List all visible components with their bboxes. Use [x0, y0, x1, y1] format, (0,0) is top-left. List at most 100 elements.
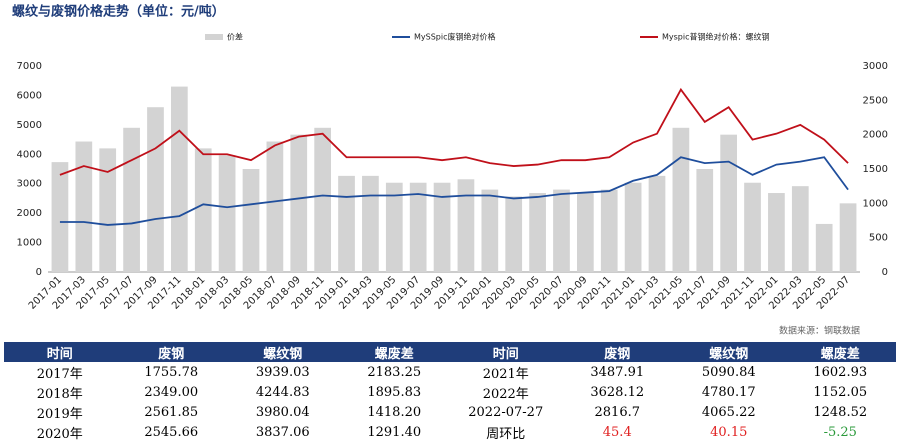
- table-cell: 4780.17: [701, 384, 756, 400]
- bar: [433, 182, 451, 272]
- bar: [457, 179, 475, 272]
- legend-swatch: [205, 34, 223, 40]
- table-cell: 周环比: [486, 426, 526, 442]
- bar: [696, 169, 714, 272]
- bar: [362, 175, 379, 272]
- table-cell: 1895.83: [367, 384, 422, 400]
- table-cell: 4065.22: [701, 404, 756, 420]
- table-cell: 3628.12: [590, 384, 645, 400]
- table-row: 时间 废钢 螺纹钢 螺废差 时间 废钢 螺纹钢 螺废差: [4, 342, 896, 362]
- table-cell: 3837.06: [255, 424, 310, 440]
- bar: [529, 193, 546, 272]
- bar: [505, 196, 523, 272]
- table-cell: 5090.84: [701, 364, 756, 380]
- table-cell: 螺纹钢: [673, 342, 785, 362]
- bar: [791, 186, 809, 272]
- table-cell: 2022年: [482, 386, 529, 402]
- bar: [194, 148, 212, 272]
- bar: [744, 182, 761, 272]
- table-row: 2019年 2561.85 3980.04 1418.20 2022-07-27 2816…: [4, 402, 896, 422]
- source: 数据来源：钢联数据: [779, 325, 860, 337]
- legend-label: MySSpic废钢绝对价格: [414, 32, 496, 42]
- bar: [123, 127, 140, 272]
- table-cell: 1248.52: [813, 404, 868, 420]
- bar: [170, 86, 188, 272]
- table-cell: 4244.83: [255, 384, 310, 400]
- table-cell: 2022-07-27: [468, 404, 544, 420]
- table-cell: 45.4: [602, 424, 632, 440]
- table-cell: 1755.78: [144, 364, 199, 380]
- chart: 螺纹与废钢价格走势（单位：元/吨） 数据来源：钢联数据 0 1000 2000 300…: [12, 4, 888, 337]
- bar: [266, 141, 284, 272]
- table-cell: 1602.93: [813, 364, 868, 380]
- table-cell: 2183.25: [367, 364, 422, 380]
- bar: [409, 182, 427, 272]
- bar: [51, 162, 69, 272]
- table-cell: 废钢: [115, 342, 227, 362]
- y2-tick-label: 2000: [863, 130, 888, 141]
- bar: [815, 223, 833, 272]
- line: [59, 87, 849, 176]
- bar: [242, 169, 260, 272]
- table-row: 2018年 2349.00 4244.83 1895.83 2022年 3628.12 47…: [4, 382, 896, 402]
- line: [59, 156, 849, 226]
- table-cell: 3980.04: [255, 404, 310, 420]
- bar: [576, 193, 594, 272]
- table-cell: 2816.7: [594, 404, 641, 420]
- table: 时间 废钢 螺纹钢 螺废差 时间 废钢 螺纹钢 螺废差 2017年 1755.78 3939.03 2…: [4, 342, 896, 442]
- y-tick-label: 0: [36, 267, 42, 278]
- bar: [385, 182, 403, 272]
- y2-tick-label: 1500: [863, 164, 888, 175]
- y2-tick-label: 2500: [863, 95, 888, 106]
- y2-tick-label: 500: [869, 233, 888, 244]
- table-cell: 螺纹钢: [227, 342, 339, 362]
- bar: [147, 107, 164, 272]
- y-tick-label: 7000: [17, 61, 42, 72]
- table-cell: 时间: [4, 342, 116, 362]
- table-cell: 2019年: [36, 406, 83, 422]
- table-cell: 2349.00: [144, 384, 199, 400]
- table-cell: 3487.91: [590, 364, 645, 380]
- bar: [720, 134, 738, 272]
- y2-tick-label: 1000: [863, 198, 888, 209]
- bar: [290, 134, 308, 272]
- bar: [99, 148, 117, 272]
- y-tick-label: 1000: [17, 238, 42, 249]
- bar: [481, 189, 499, 272]
- bar: [338, 175, 355, 272]
- table-row: 2020年 2545.66 3837.06 1291.40 周环比 45.4 40.15 -5…: [4, 422, 896, 442]
- bar: [218, 155, 236, 272]
- bar: [75, 141, 93, 272]
- bar: [314, 127, 332, 272]
- legend-label: 价差: [227, 32, 243, 42]
- table-cell: 2017年: [36, 366, 83, 382]
- bar: [768, 193, 785, 272]
- table-cell: 2545.66: [144, 424, 199, 440]
- table-cell: 废钢: [561, 342, 673, 362]
- table-cell: 2561.85: [144, 404, 199, 420]
- y-tick-label: 4000: [17, 149, 42, 160]
- table-cell: 1291.40: [367, 424, 422, 440]
- table-cell: 1152.05: [813, 384, 868, 400]
- y-tick-label: 2000: [17, 208, 42, 219]
- y-tick-label: 6000: [17, 90, 42, 101]
- chart-title: 螺纹与废钢价格走势（单位：元/吨）: [12, 4, 225, 20]
- table-cell: 螺废差: [784, 342, 896, 362]
- table-cell: 1418.20: [367, 404, 422, 420]
- table-cell: 40.15: [710, 424, 748, 440]
- y-tick-label: 3000: [17, 179, 42, 190]
- y2-tick-label: 0: [882, 267, 888, 278]
- y2-tick-label: 3000: [863, 61, 888, 72]
- bar: [624, 182, 642, 272]
- y-tick-label: 5000: [17, 120, 42, 131]
- table-row: 2017年 1755.78 3939.03 2183.25 2021年 3487.91 50…: [4, 362, 896, 382]
- table-cell: 3939.03: [255, 364, 310, 380]
- table-cell: 2021年: [482, 366, 529, 382]
- legend-label: Myspic普钢绝对价格：螺纹钢: [662, 32, 770, 42]
- bar: [600, 189, 618, 272]
- bar: [648, 175, 666, 272]
- table-cell: 螺废差: [338, 342, 450, 362]
- table-cell: 2018年: [36, 386, 83, 402]
- table-cell: 2020年: [36, 426, 83, 442]
